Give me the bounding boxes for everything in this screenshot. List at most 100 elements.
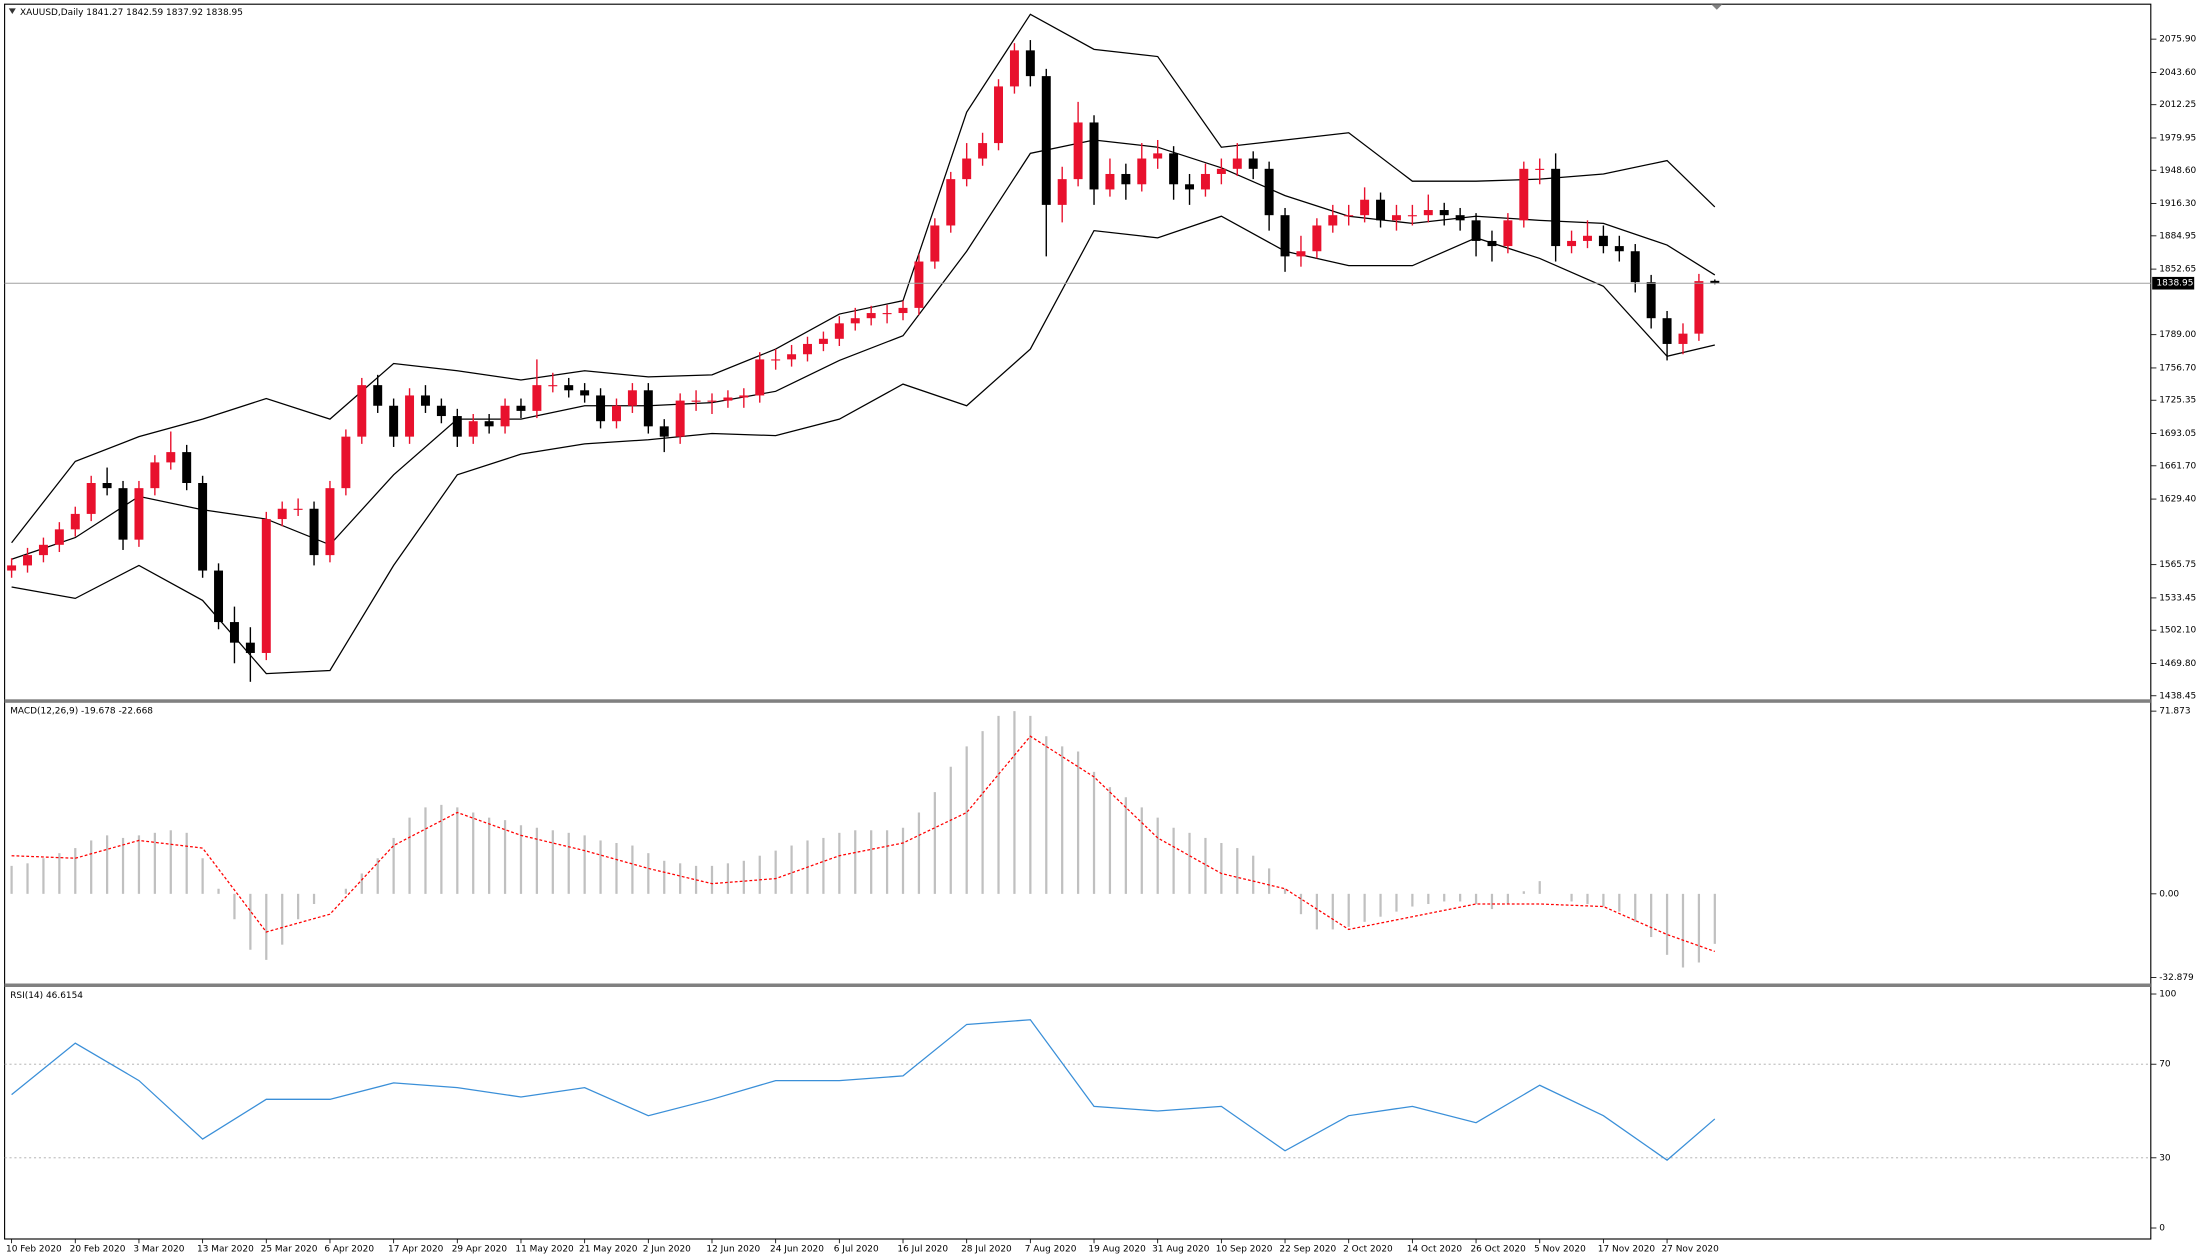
candle-body (373, 385, 383, 406)
candle-body (1535, 168, 1545, 170)
candle-body (723, 397, 733, 401)
x-tick-label: 17 Nov 2020 (1598, 1244, 1656, 1254)
candle-body (245, 642, 255, 653)
pane-separator (4, 983, 2151, 987)
candle-body (1614, 246, 1624, 252)
candle-body (580, 390, 590, 396)
candle-body (612, 405, 621, 422)
candle-body (1200, 173, 1210, 190)
y-tick-label: 1661.70 (2159, 461, 2196, 471)
candle-body (659, 426, 669, 437)
x-tick-label: 13 Mar 2020 (197, 1244, 254, 1254)
candle-body (1423, 210, 1433, 216)
x-tick-label: 5 Nov 2020 (1534, 1244, 1586, 1254)
candle-body (1105, 173, 1115, 190)
candle-body (1376, 199, 1386, 221)
candle-body (1391, 215, 1401, 221)
x-tick-label: 2 Jun 2020 (643, 1244, 691, 1254)
candle-body (1567, 240, 1577, 247)
candle-body (946, 179, 956, 226)
candle-body (1312, 225, 1322, 252)
candle-body (1248, 158, 1258, 169)
candle-body (1646, 282, 1656, 319)
candle-body (38, 544, 48, 556)
x-tick-label: 12 Jun 2020 (706, 1244, 760, 1254)
candle-body (484, 421, 494, 427)
y-tick-label: 1469.80 (2159, 659, 2196, 669)
candle-body (1153, 153, 1163, 159)
y-tick-label: 30 (2159, 1153, 2171, 1163)
x-tick-label: 20 Feb 2020 (70, 1244, 126, 1254)
pane-separator (4, 699, 2151, 703)
candle-body (1009, 50, 1019, 87)
y-tick-label: 1852.65 (2159, 265, 2196, 275)
y-tick-label: 0.00 (2159, 889, 2179, 899)
candle-body (500, 405, 510, 427)
candle-body (229, 622, 239, 643)
candle-body (675, 400, 685, 437)
candle-body (882, 313, 892, 315)
y-tick-label: 1693.05 (2159, 429, 2196, 439)
y-tick-label: 1725.35 (2159, 396, 2196, 406)
candle-body (1678, 333, 1688, 344)
candle-body (198, 483, 208, 571)
y-tick-label: 2012.25 (2159, 100, 2196, 110)
candle-body (389, 405, 399, 437)
candle-body (1360, 199, 1370, 216)
x-tick-label: 10 Feb 2020 (6, 1244, 62, 1254)
candle-body (1264, 168, 1274, 216)
candle-body (532, 385, 542, 411)
y-tick-label: 1502.10 (2159, 626, 2196, 636)
candle-body (23, 555, 32, 566)
candle-body (1089, 122, 1099, 190)
candle-body (818, 338, 828, 344)
y-tick-label: -32.879 (2159, 973, 2194, 983)
y-tick-label: 1948.60 (2159, 166, 2196, 176)
macd-title: MACD(12,26,9) -19.678 -22.668 (10, 707, 153, 717)
x-tick-label: 24 Jun 2020 (770, 1244, 824, 1254)
candle-body (1519, 168, 1529, 221)
frame (4, 3, 2152, 1240)
y-tick-label: 1884.95 (2159, 231, 2196, 241)
y-tick-label: 0 (2159, 1224, 2165, 1234)
candle-body (261, 519, 271, 653)
candle-body (1121, 173, 1131, 185)
candle-body (755, 359, 765, 396)
candle-body (994, 86, 1003, 144)
candle-body (118, 488, 128, 540)
candle-body (1073, 122, 1083, 180)
y-tick-label: 1789.00 (2159, 330, 2196, 340)
candle-body (1503, 220, 1513, 247)
indicator-line (11, 735, 1716, 953)
candle-body (962, 158, 972, 180)
x-tick-label: 17 Apr 2020 (388, 1244, 444, 1254)
y-tick-label: 2075.90 (2159, 35, 2196, 45)
candle-body (643, 390, 653, 427)
candle-body (898, 307, 908, 314)
candle-body (420, 395, 430, 406)
candle-body (564, 385, 574, 391)
candle-body (309, 508, 319, 556)
candle-body (1280, 215, 1290, 257)
candle-body (707, 400, 717, 402)
x-tick-label: 14 Oct 2020 (1407, 1244, 1463, 1254)
x-tick-label: 3 Mar 2020 (133, 1244, 184, 1254)
candle-body (1694, 281, 1704, 334)
x-tick-label: 7 Aug 2020 (1025, 1244, 1077, 1254)
x-tick-label: 25 Mar 2020 (261, 1244, 318, 1254)
y-tick-label: 71.873 (2159, 707, 2190, 717)
candle-body (771, 359, 781, 361)
candle-body (1296, 251, 1306, 257)
x-tick-label: 26 Oct 2020 (1470, 1244, 1526, 1254)
x-tick-label: 6 Jul 2020 (834, 1244, 879, 1254)
y-tick-label: 1629.40 (2159, 495, 2196, 505)
y-tick-label: 1438.45 (2159, 691, 2196, 701)
y-tick-label: 1533.45 (2159, 593, 2196, 603)
candle-body (1630, 251, 1640, 283)
candle-body (1328, 215, 1338, 226)
candle-body (150, 462, 160, 489)
candle-body (1583, 235, 1592, 241)
candle-body (325, 488, 335, 556)
